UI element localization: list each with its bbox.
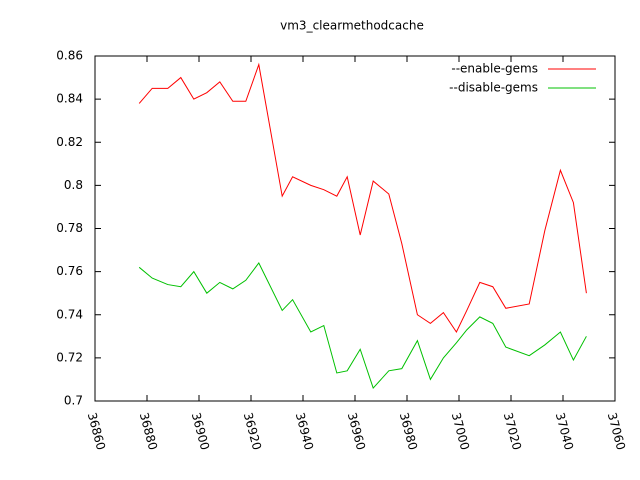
x-tick-label: 37020 <box>501 411 524 452</box>
legend-label: --enable-gems <box>451 62 538 76</box>
y-tick-label: 0.84 <box>56 92 83 106</box>
x-tick-label: 36960 <box>345 411 368 452</box>
x-tick-label: 36880 <box>137 411 160 452</box>
y-tick-label: 0.8 <box>64 178 83 192</box>
x-tick-label: 36940 <box>293 411 316 452</box>
y-tick-label: 0.72 <box>56 350 83 364</box>
x-tick-label: 36980 <box>397 411 420 452</box>
y-tick-label: 0.76 <box>56 264 83 278</box>
x-tick-label: 37000 <box>449 411 472 452</box>
y-tick-label: 0.86 <box>56 49 83 63</box>
x-tick-label: 37060 <box>605 411 628 452</box>
y-tick-label: 0.74 <box>56 307 83 321</box>
plot-frame <box>94 55 616 402</box>
x-tick-label: 36900 <box>189 411 212 452</box>
x-tick-label: 36860 <box>85 411 108 452</box>
x-tick-label: 37040 <box>553 411 576 452</box>
series-line <box>138 62 587 334</box>
y-tick-label: 0.78 <box>56 221 83 235</box>
y-tick-label: 0.82 <box>56 135 83 149</box>
y-tick-label: 0.7 <box>64 394 83 408</box>
x-tick-label: 36920 <box>241 411 264 452</box>
legend-label: --disable-gems <box>449 81 538 95</box>
chart-title: vm3_clearmethodcache <box>280 19 424 33</box>
series-line <box>138 262 587 390</box>
